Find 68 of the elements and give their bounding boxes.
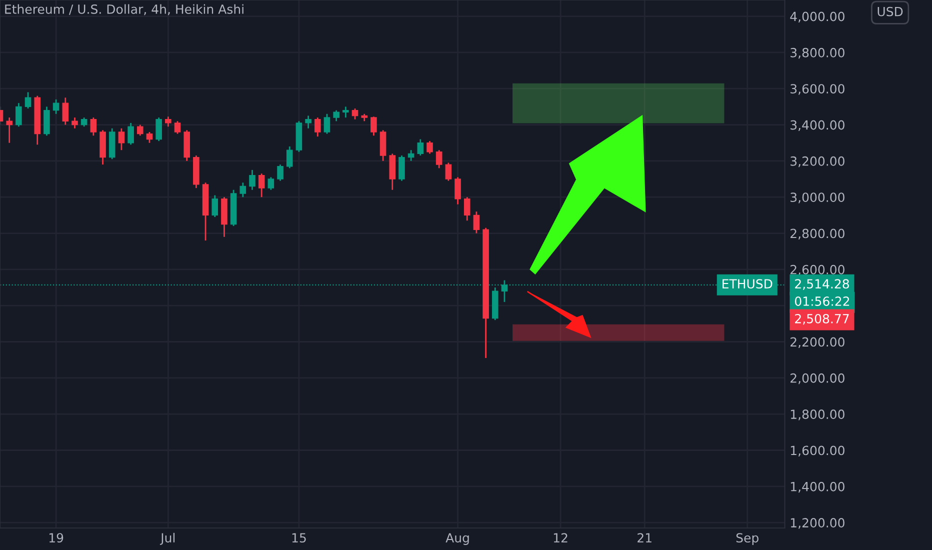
candlestick (212, 194, 218, 218)
candlestick (436, 149, 442, 169)
candlestick (80, 116, 88, 128)
candlestick (286, 146, 293, 169)
candlestick (90, 116, 97, 136)
candlestick (277, 164, 284, 182)
y-tick-label: 2,000.00 (790, 373, 844, 384)
chart-title: Ethereum / U.S. Dollar, 4h, Heikin Ashi (5, 4, 244, 16)
candlestick (52, 98, 60, 115)
candlestick (128, 122, 134, 146)
candlestick (156, 116, 162, 142)
candlestick (324, 113, 330, 135)
candlestick (398, 154, 405, 182)
candlestick (6, 116, 12, 144)
candlestick (72, 116, 78, 130)
y-tick-label: 4,000.00 (790, 12, 844, 22)
x-tick-label: Aug (446, 533, 469, 545)
candlestick (62, 96, 69, 126)
candlestick (473, 210, 480, 234)
candlestick (174, 120, 181, 135)
y-tick-label: 3,800.00 (790, 48, 844, 59)
candlestick (370, 116, 377, 136)
x-tick-label: 19 (49, 533, 64, 543)
x-tick-label: Jul (160, 532, 175, 545)
candlestick (389, 153, 396, 191)
ref-line-label: ETHUSD (722, 279, 772, 289)
candlestick (249, 169, 256, 191)
candlestick (454, 176, 461, 206)
y-tick-label: 2,200.00 (790, 337, 844, 348)
candlestick (426, 140, 433, 154)
y-tick-label: 3,600.00 (790, 84, 844, 95)
candlestick (314, 116, 321, 138)
x-tick-label: Sep (736, 533, 758, 545)
candlestick (445, 162, 452, 182)
candlestick (24, 92, 32, 110)
candlestick (352, 108, 358, 120)
y-tick-label: 1,400.00 (790, 482, 844, 493)
y-tick-label: 3,400.00 (790, 120, 844, 131)
candlestick (268, 176, 274, 191)
y-tick-label: 2,600.00 (790, 264, 844, 276)
y-tick-label: 1,600.00 (790, 446, 844, 456)
x-tick-label: 15 (292, 533, 306, 543)
candlestick (146, 131, 153, 144)
y-tick-label: 1,800.00 (790, 410, 844, 420)
y-axis-title: USD (878, 6, 903, 16)
x-tick-label: 12 (554, 533, 568, 542)
x-tick-label: 21 (638, 533, 652, 542)
candlestick (417, 138, 424, 156)
text: 01:56:22 (794, 296, 850, 306)
candlestick (136, 124, 144, 136)
candlestick (464, 196, 470, 222)
y-tick-label: 3,000.00 (790, 192, 844, 204)
candlestick (342, 106, 349, 118)
candlestick (258, 172, 265, 198)
candlestick (408, 149, 414, 162)
candlestick (305, 115, 312, 130)
candlestick (165, 116, 172, 128)
candlestick (118, 128, 125, 151)
candlestick (333, 110, 340, 122)
candlestick (44, 106, 50, 136)
candlestick (16, 102, 22, 128)
y-tick-label: 3,200.00 (790, 156, 844, 168)
candlestick (240, 182, 246, 198)
candlestick (380, 129, 386, 162)
y-tick-label: 1,200.00 (790, 518, 844, 529)
y-tick-label: 2,800.00 (790, 228, 844, 240)
text: 2,508.77 (795, 314, 849, 325)
text: 2,514.28 (795, 279, 849, 290)
